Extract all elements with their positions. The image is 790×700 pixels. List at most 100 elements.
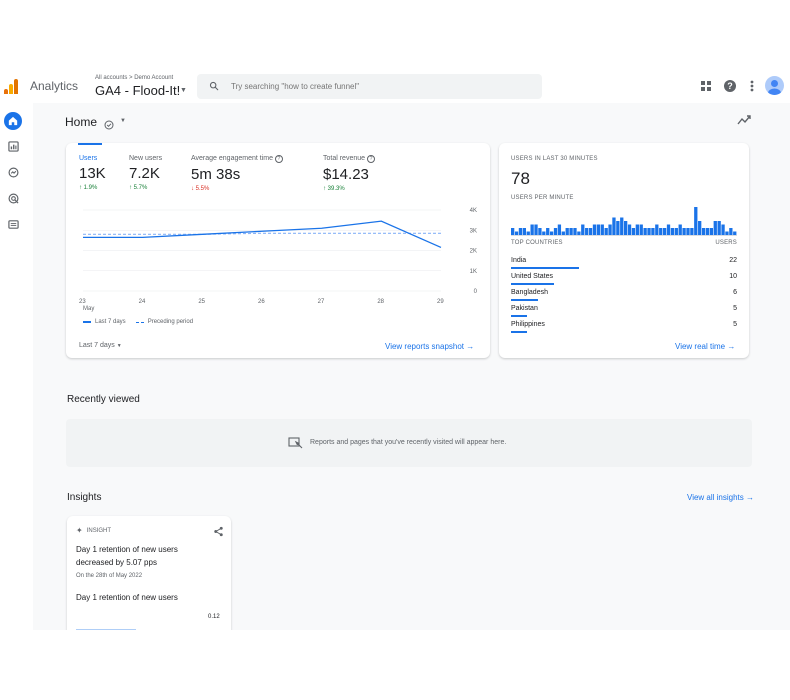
empty-state-text: Reports and pages that you've recently v… <box>310 439 507 446</box>
country-share-bar <box>511 315 527 317</box>
help-icon[interactable]: ? <box>723 79 737 93</box>
analytics-logo[interactable] <box>4 79 20 94</box>
view-all-insights-link[interactable]: View all insights → <box>687 493 754 502</box>
view-real-time-link[interactable]: View real time → <box>675 342 735 351</box>
minute-bar <box>604 228 608 235</box>
x-tick-label: 25 <box>198 299 205 305</box>
metric-value: 5m 38s <box>191 166 241 183</box>
minute-bar <box>647 228 651 235</box>
insights-trend-icon[interactable] <box>737 113 751 131</box>
home-icon[interactable] <box>4 112 22 130</box>
minute-bar <box>674 228 678 235</box>
view-reports-snapshot-link[interactable]: View reports snapshot → <box>385 342 474 351</box>
metric-total-revenue[interactable]: Total revenue ? $14.23 ↑ 39.3% <box>323 155 375 192</box>
explore-icon[interactable] <box>4 163 22 181</box>
minute-bar <box>709 228 714 235</box>
minute-bar <box>725 231 729 235</box>
minute-bar <box>565 228 569 235</box>
x-tick-sublabel: May <box>83 306 94 312</box>
minute-bar <box>686 228 690 235</box>
share-icon[interactable] <box>213 524 224 542</box>
y-tick-label: 4K <box>470 208 477 214</box>
date-range-selector[interactable]: Last 7 days ▼ <box>79 342 122 349</box>
legend-current-swatch <box>83 321 91 323</box>
metric-label: New users <box>129 155 163 162</box>
chevron-down-icon: ▼ <box>116 343 122 349</box>
minute-bar <box>717 221 721 235</box>
recently-viewed-title: Recently viewed <box>67 394 140 405</box>
search-bar[interactable] <box>197 74 542 99</box>
property-selector[interactable]: GA4 - Flood-It! <box>95 83 181 98</box>
minute-bar <box>522 228 526 235</box>
account-avatar-icon[interactable] <box>765 76 784 95</box>
account-breadcrumb[interactable]: All accounts > Demo Account <box>95 75 174 81</box>
minute-bar <box>542 231 546 235</box>
search-input[interactable] <box>231 79 531 94</box>
insight-headline: Day 1 retention of new users decreased b… <box>76 545 178 567</box>
minute-bar <box>733 231 737 235</box>
app-name: Analytics <box>30 79 79 93</box>
country-users: 5 <box>733 305 737 312</box>
minute-bar <box>553 228 558 235</box>
country-share-bar <box>511 299 539 301</box>
country-users: 6 <box>733 289 737 296</box>
x-tick-label: 27 <box>318 299 325 305</box>
country-name: United States <box>511 273 554 280</box>
reports-icon[interactable] <box>4 137 22 155</box>
metric-label-text: Average engagement time <box>191 155 273 162</box>
insight-tag: ✦ INSIGHT <box>76 526 111 535</box>
insights-title: Insights <box>67 492 102 503</box>
arrow-right-icon: → <box>746 493 755 502</box>
country-row[interactable]: India 22 <box>511 257 737 269</box>
x-tick-label: 28 <box>377 299 384 305</box>
configure-icon[interactable] <box>4 215 22 233</box>
recently-viewed-empty: Reports and pages that you've recently v… <box>66 419 752 467</box>
metric-delta: ↓ 5.5% <box>191 186 210 192</box>
metric-delta: ↑ 39.3% <box>323 186 345 192</box>
minute-bar <box>608 224 612 235</box>
insight-card[interactable]: ✦ INSIGHT Day 1 retention of new users d… <box>67 516 231 630</box>
insight-tag-label: INSIGHT <box>86 527 112 534</box>
property-dropdown-icon[interactable]: ▼ <box>180 87 187 94</box>
search-icon <box>209 81 219 91</box>
svg-text:?: ? <box>727 81 733 91</box>
country-row[interactable]: Philippines 5 <box>511 321 737 333</box>
country-row[interactable]: Pakistan 5 <box>511 305 737 317</box>
metric-users[interactable]: Users 13K ↑ 1.9% <box>79 155 106 191</box>
minute-bar <box>682 228 686 235</box>
country-row[interactable]: United States 10 <box>511 273 737 285</box>
realtime-card: USERS IN LAST 30 MINUTES 78 USERS PER MI… <box>499 143 749 358</box>
users-per-minute-chart <box>511 207 737 235</box>
minute-bar <box>620 217 624 235</box>
minute-bar <box>534 224 538 235</box>
country-share-bar <box>511 283 554 285</box>
realtime-title: USERS IN LAST 30 MINUTES <box>511 156 598 162</box>
insight-chart-line <box>76 629 136 630</box>
minute-bar <box>546 228 550 235</box>
empty-state-icon <box>288 436 304 455</box>
x-tick-label: 24 <box>139 299 146 305</box>
metric-delta: ↑ 5.7% <box>129 185 148 191</box>
metric-label: Total revenue ? <box>323 155 375 163</box>
advertising-icon[interactable] <box>4 189 22 207</box>
apps-grid-icon[interactable] <box>699 79 713 93</box>
metric-engagement-time[interactable]: Average engagement time ? 5m 38s ↓ 5.5% <box>191 155 283 192</box>
more-vert-icon[interactable] <box>745 79 759 93</box>
minute-bar <box>585 228 589 235</box>
minute-bar <box>596 224 601 235</box>
top-countries-header: TOP COUNTRIES <box>511 240 563 246</box>
minute-bar <box>651 228 655 235</box>
legend-previous-swatch <box>135 321 144 323</box>
series-line-last-7-days <box>83 220 442 249</box>
minute-bar <box>511 228 515 235</box>
main-content: Home ▼ Users 13K ↑ 1.9% New users 7.2K ↑… <box>33 103 790 630</box>
country-row[interactable]: Bangladesh 6 <box>511 289 737 301</box>
metric-new-users[interactable]: New users 7.2K ↑ 5.7% <box>129 155 162 191</box>
minute-bar <box>659 228 663 235</box>
minute-bar <box>631 228 636 235</box>
help-icon[interactable]: ? <box>274 155 283 163</box>
help-icon[interactable]: ? <box>366 155 375 163</box>
insight-value: 0.12 <box>208 614 220 620</box>
page-menu-dropdown-icon[interactable]: ▼ <box>120 118 126 124</box>
minute-bar <box>627 224 632 235</box>
